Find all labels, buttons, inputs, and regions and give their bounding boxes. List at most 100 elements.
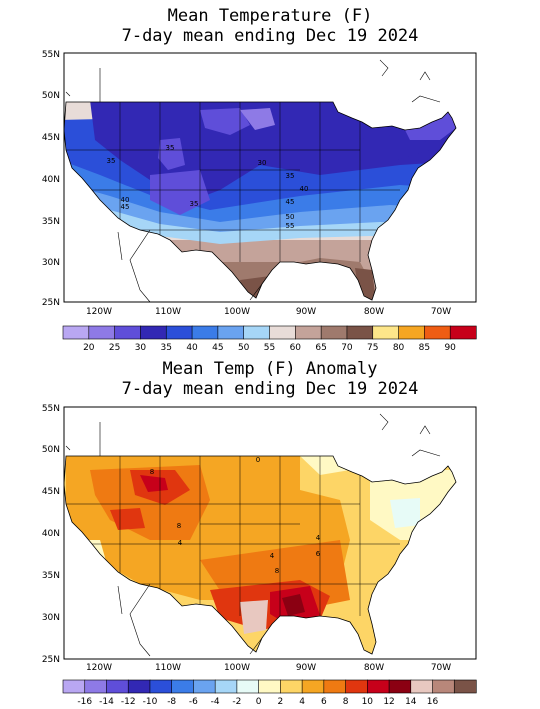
map2-title-line1: Mean Temp (F) Anomaly — [162, 359, 378, 379]
colorbar-swatch — [171, 679, 195, 694]
colorbar-swatch — [62, 325, 90, 340]
colorbar-label: 6 — [321, 697, 327, 707]
map1-contour-label: 45 — [286, 198, 295, 206]
colorbar-label: 80 — [393, 343, 405, 353]
map2-contour-labels: 8 8 4 4 4 6 8 0 — [150, 456, 321, 575]
lat-tick-label: 30N — [42, 258, 60, 268]
map1-title-line1: Mean Temperature (F) — [167, 6, 373, 26]
colorbar-swatch — [243, 325, 271, 340]
map1-coastlines — [65, 59, 441, 303]
map2-contour-label: 0 — [256, 456, 260, 464]
colorbar-swatch — [301, 679, 325, 694]
colorbar-swatch — [424, 325, 451, 340]
map1-contour-label: 45 — [121, 203, 130, 211]
lon-tick-label: 80W — [364, 663, 384, 673]
colorbar-swatch — [62, 679, 86, 694]
map2-colorbar: -16 -14 -12 -10 -8 -6 -4 -2 0 2 4 6 8 10 12 14 16 — [62, 679, 477, 707]
colorbar-label: 12 — [383, 697, 394, 707]
lat-tick-label: 40N — [42, 529, 60, 539]
lat-tick-label: 40N — [42, 175, 60, 185]
lon-tick-label: 110W — [155, 663, 181, 673]
colorbar-swatch — [388, 679, 412, 694]
colorbar-label: -10 — [143, 697, 158, 707]
colorbar-label: 2 — [278, 697, 284, 707]
colorbar-label: 20 — [83, 343, 95, 353]
map2-state-lines — [64, 456, 400, 616]
map2-contour-label: 8 — [275, 567, 279, 575]
map2-title-line2: 7-day mean ending Dec 19 2024 — [121, 379, 419, 399]
lat-tick-label: 55N — [42, 50, 60, 60]
lon-tick-label: 80W — [364, 307, 384, 317]
colorbar-swatch — [449, 325, 477, 340]
lon-tick-label: 110W — [155, 307, 181, 317]
lon-tick-label: 90W — [296, 663, 316, 673]
map1-contour-label: 35 — [286, 172, 295, 180]
colorbar-label: 70 — [341, 343, 353, 353]
colorbar-label: 85 — [419, 343, 430, 353]
colorbar-label: 0 — [256, 697, 262, 707]
lon-tick-label: 70W — [431, 307, 451, 317]
colorbar-swatch — [346, 325, 374, 340]
map2-contour-label: 4 — [270, 552, 275, 560]
map1-contour-label: 55 — [286, 222, 295, 230]
map1-lon-axis: 120W 110W 100W 90W 80W 70W — [86, 307, 451, 317]
map2-coastlines — [65, 413, 441, 657]
map2-contour-label: 8 — [150, 468, 154, 476]
map1-title-line2: 7-day mean ending Dec 19 2024 — [121, 26, 419, 46]
colorbar-label: -8 — [167, 697, 176, 707]
colorbar-label: 50 — [238, 343, 250, 353]
colorbar-swatch — [165, 325, 193, 340]
temperature-map: 35 30 35 40 45 50 55 40 45 35 35 55N 50N… — [42, 50, 477, 353]
lat-tick-label: 55N — [42, 404, 60, 414]
colorbar-swatch — [323, 679, 347, 694]
colorbar-label: 75 — [367, 343, 378, 353]
colorbar-swatch — [191, 325, 219, 340]
lon-tick-label: 120W — [86, 307, 112, 317]
colorbar-label: -14 — [99, 697, 114, 707]
map1-contour-labels: 35 30 35 40 45 50 55 40 45 35 35 — [107, 144, 309, 230]
map2-contour-label: 6 — [316, 550, 321, 558]
lat-tick-label: 45N — [42, 133, 60, 143]
colorbar-swatch — [114, 325, 142, 340]
map2-lat-axis: 55N 50N 45N 40N 35N 30N 25N — [42, 404, 60, 665]
lon-tick-label: 120W — [86, 663, 112, 673]
colorbar-swatch — [217, 325, 245, 340]
colorbar-label: 60 — [290, 343, 302, 353]
colorbar-label: 35 — [161, 343, 172, 353]
colorbar-label: 65 — [315, 343, 326, 353]
lat-tick-label: 25N — [42, 655, 60, 665]
colorbar-label: 30 — [135, 343, 147, 353]
colorbar-label: 16 — [427, 697, 439, 707]
map1-colorbar: 20 25 30 35 40 45 50 55 60 65 70 75 80 85 90 — [62, 325, 477, 353]
colorbar-swatch — [127, 679, 151, 694]
lon-tick-label: 100W — [224, 663, 250, 673]
anomaly-map: 8 8 4 4 4 6 8 0 55N 50N 45N 40N 35N 30N … — [42, 404, 477, 707]
map1-contour-label: 50 — [286, 213, 295, 221]
colorbar-swatch — [280, 679, 303, 694]
colorbar-label: -12 — [121, 697, 136, 707]
lat-tick-label: 50N — [42, 91, 60, 101]
colorbar-swatch — [106, 679, 129, 694]
colorbar-label: -6 — [189, 697, 198, 707]
colorbar-label: 90 — [444, 343, 456, 353]
lat-tick-label: 50N — [42, 445, 60, 455]
colorbar-label: 8 — [343, 697, 349, 707]
colorbar-swatch — [269, 325, 296, 340]
colorbar-label: -16 — [77, 697, 92, 707]
lon-tick-label: 70W — [431, 663, 451, 673]
map1-contour-label: 35 — [166, 144, 175, 152]
colorbar-swatch — [410, 679, 434, 694]
colorbar-label: 40 — [186, 343, 198, 353]
map1-state-lines — [64, 102, 400, 262]
lat-tick-label: 35N — [42, 217, 60, 227]
colorbar-swatch — [398, 325, 425, 340]
colorbar-swatch — [320, 325, 348, 340]
colorbar-label: -4 — [211, 697, 220, 707]
map1-contour-label: 40 — [121, 196, 130, 204]
lat-tick-label: 45N — [42, 487, 60, 497]
colorbar-label: 25 — [109, 343, 120, 353]
colorbar-swatch — [432, 679, 455, 694]
colorbar-swatch — [214, 679, 238, 694]
colorbar-swatch — [258, 679, 281, 694]
colorbar-label: 14 — [405, 697, 417, 707]
